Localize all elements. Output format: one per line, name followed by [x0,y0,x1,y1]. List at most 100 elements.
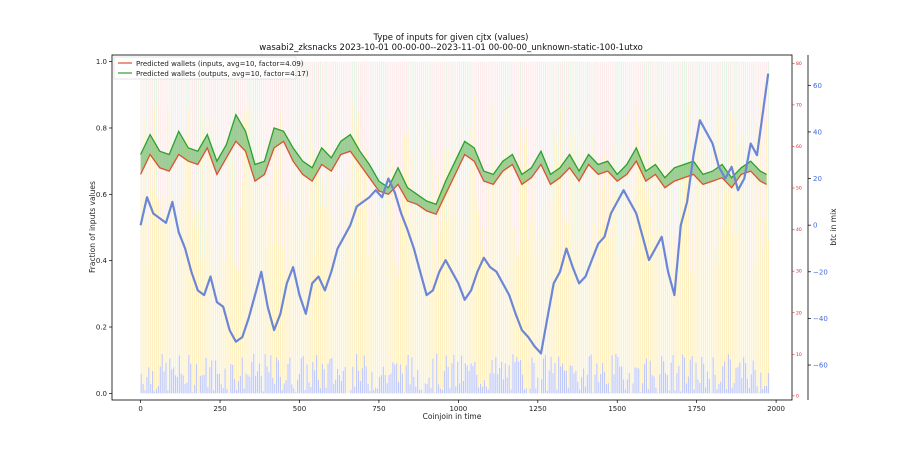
bg-bar-blue [483,379,485,394]
bg-bar-blue [712,357,714,394]
bg-bar-blue [213,390,215,394]
bg-bar-yellow [254,263,257,376]
bg-bar-yellow [321,181,323,364]
bg-bar-yellow [724,174,726,362]
bg-bar-yellow [432,157,434,359]
bg-bar-yellow [441,186,444,390]
bg-bar-top [767,61,770,241]
bg-bar-top [441,61,444,187]
bg-bar-yellow [542,237,545,359]
bg-bar-top [592,61,594,133]
bg-bar-blue [487,389,489,394]
bg-bar-top [277,61,280,245]
bg-bar-yellow [216,267,219,374]
bg-bar-yellow [525,128,527,389]
bg-bar-blue [657,392,659,394]
y-axis-blue-right: −60 −40 −20 0 20 40 60 [807,55,828,400]
bg-bar-top [560,61,562,108]
bg-bar-blue [272,377,274,394]
bg-bar-top [237,61,240,272]
bg-bar-yellow [157,200,159,386]
bg-bar-yellow [232,160,234,365]
bg-bar-top [188,61,190,109]
bg-bar-yellow [693,274,695,390]
bg-bar-blue [396,363,398,394]
x-tick-label: 0 [138,405,142,413]
bg-bar-top [478,61,480,212]
bg-bar-yellow [731,232,733,388]
bg-bar-yellow [386,165,388,384]
bg-bar-blue [222,387,224,394]
bg-bar-yellow [714,248,716,375]
bg-bar-yellow [535,255,537,389]
bg-bar-top [695,61,697,140]
bg-bar-blue [744,362,747,394]
bg-bar-top [153,61,156,106]
bg-bar-blue [601,362,604,394]
bg-bar-yellow [377,217,379,389]
bg-bar-top [399,61,402,219]
bg-bar-yellow [632,250,634,384]
bg-bar-yellow [285,272,287,381]
bg-bar-yellow [439,230,442,389]
bg-bar-yellow [270,183,272,356]
bg-bar-yellow [750,275,752,375]
bg-bar-top [453,61,455,115]
bg-bar-blue [695,362,697,394]
bg-bar-top [540,61,543,204]
bg-bar-blue [609,392,611,394]
bg-bar-blue [743,357,745,394]
bg-bar-blue [767,372,770,394]
bg-bar-yellow [504,111,506,364]
bg-bar-top [192,61,194,219]
bg-bar-blue [375,387,377,394]
bg-bar-blue [512,354,514,394]
bg-bar-top [424,61,426,234]
bg-bar-blue [317,380,320,394]
bg-bar-top [596,61,598,260]
bg-bar-blue [163,371,165,394]
bg-bar-yellow [548,160,550,371]
bg-bar-blue [678,365,680,394]
bg-bar-yellow [479,246,482,384]
bg-bar-blue [289,357,291,394]
bg-bar-blue [216,373,219,394]
bg-bar-yellow [380,183,383,376]
bg-bar-yellow [207,148,209,388]
bg-bar-top [384,61,386,232]
bg-bar-yellow [603,153,606,372]
bg-bar-yellow [150,154,152,385]
bg-bar-yellow [674,236,676,391]
bg-bar-yellow [697,116,699,380]
bg-bar-top [527,61,529,241]
bg-bar-blue [651,375,653,394]
bg-bar-top [680,61,682,156]
bg-bar-top [317,61,320,176]
bg-bar-blue [558,356,560,394]
bg-bar-yellow [359,164,362,382]
y-tick-label: 0.2 [96,324,107,332]
bg-bar-top [293,61,295,145]
y-tick-label: 0.6 [96,191,108,199]
bg-bar-top [706,61,709,115]
bg-bar-top [495,61,497,181]
bg-bar-blue [186,382,188,394]
bg-bar-top [600,61,602,227]
bg-bar-blue [193,384,196,394]
x-axis-label: Coinjoin in time [423,412,482,421]
bg-bar-yellow [222,247,224,388]
series-line-btc-in-mix [139,73,770,355]
bg-bar-top [752,61,754,169]
bg-bar-blue [746,378,749,394]
bg-bar-top [211,61,213,247]
bg-bar-top [234,61,236,264]
bg-bar-top [586,61,588,106]
bg-bar-yellow [211,246,213,361]
bg-bar-yellow [146,225,148,378]
bg-bar-yellow [184,141,186,384]
bg-bar-blue [611,355,613,394]
bg-bar-yellow [350,221,352,390]
bg-bar-blue [520,359,522,394]
bg-bar-yellow [186,137,188,383]
bg-bar-top [375,61,377,251]
